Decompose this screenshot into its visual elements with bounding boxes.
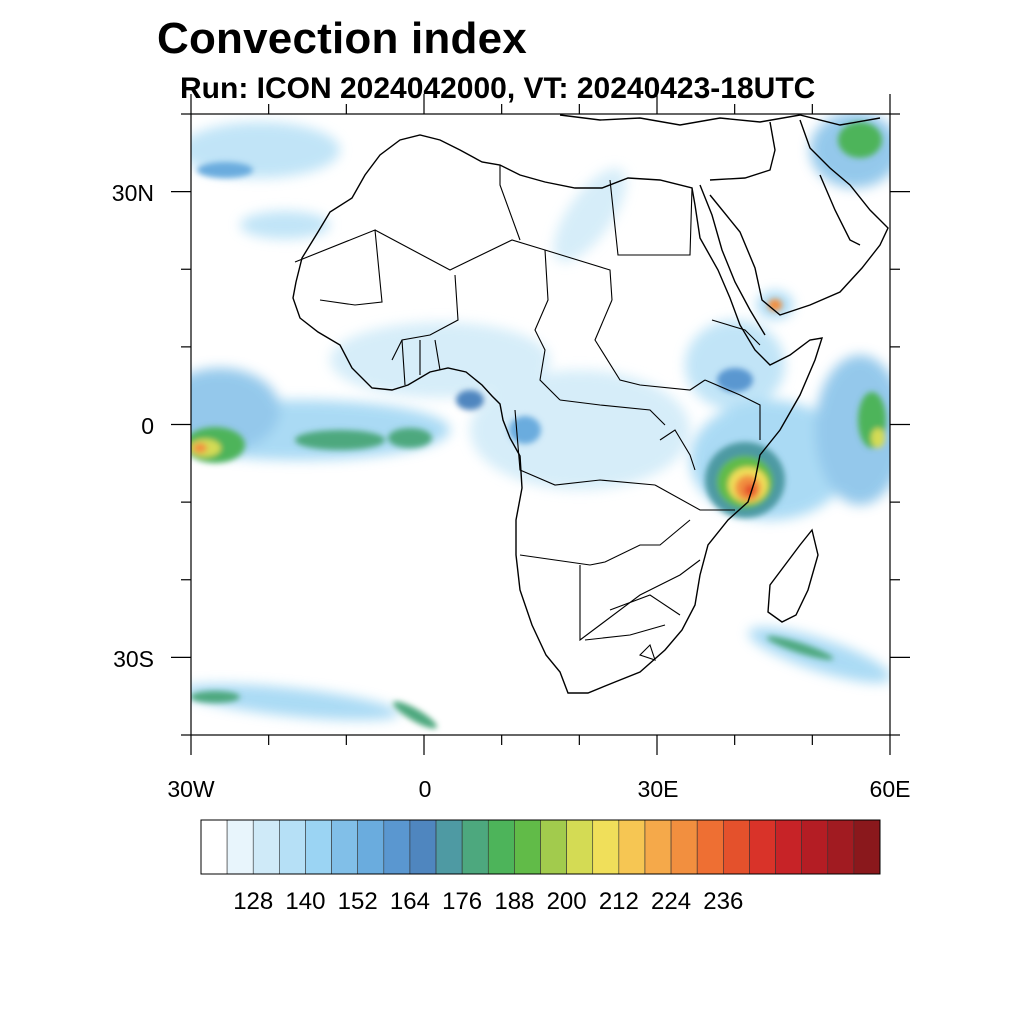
lon-label-30e: 30E: [637, 776, 679, 802]
levant-coast: [709, 121, 776, 181]
mediterranean-north-coast: [559, 114, 881, 126]
field-sw-indian-green: [766, 636, 834, 660]
red-sea-west: [699, 184, 766, 336]
field-atlantic-north: [240, 211, 330, 239]
colorbar-swatch: [409, 819, 437, 875]
colorbar-swatch: [827, 819, 855, 875]
coastlines: [292, 114, 889, 694]
colorbar-swatch: [461, 819, 489, 875]
axis-ticks: [171, 94, 910, 755]
colorbar-swatch: [540, 819, 567, 875]
lon-label-30w: 30W: [167, 776, 215, 802]
colorbar-label: 164: [389, 888, 430, 915]
convection-field: [191, 114, 890, 729]
colorbar-swatch: [435, 819, 463, 875]
lat-label-0: 0: [141, 413, 154, 439]
field-central-africa: [470, 370, 690, 490]
colorbar-swatch: [618, 819, 646, 875]
colorbar-label: 212: [598, 888, 639, 915]
field-sahara-streak: [553, 168, 627, 262]
colorbar-swatch: [592, 819, 620, 875]
colorbar-swatch: [252, 819, 280, 875]
chart-subtitle: Run: ICON 2024042000, VT: 20240423-18UTC: [180, 72, 816, 105]
colorbar-swatch: [226, 819, 254, 875]
field-ethiopia: [685, 320, 785, 410]
field-congo-blue: [509, 416, 541, 444]
field-levant-green: [838, 122, 882, 158]
field-indian-yellow: [871, 428, 885, 448]
colorbar-label: 140: [285, 888, 326, 915]
africa-coastline: [292, 134, 824, 694]
lat-label-30s: 30S: [113, 646, 154, 672]
field-sw-atlantic: [191, 683, 400, 721]
field-ethiopia-blue: [717, 368, 753, 392]
colorbar-swatch: [514, 819, 541, 875]
field-atlantic-core-peak: [193, 443, 207, 453]
colorbar-swatch: [487, 819, 515, 875]
field-west-africa: [330, 322, 550, 398]
colorbar-label: 200: [546, 888, 587, 915]
field-guinea-green: [388, 428, 432, 448]
chart-title: Convection index: [157, 14, 527, 63]
colorbar-swatch: [200, 819, 228, 875]
colorbar-frame: [200, 819, 881, 875]
colorbar-label: 176: [442, 888, 483, 915]
colorbar-swatch: [305, 819, 332, 875]
colorbar-label: 236: [703, 888, 744, 915]
colorbar-swatch: [723, 819, 750, 875]
field-atlantic-green: [295, 430, 385, 450]
field-guinea-blue: [456, 390, 484, 410]
field-arabia-core: [768, 299, 782, 311]
colorbar-swatch: [801, 819, 829, 875]
colorbar-swatch: [383, 819, 411, 875]
colorbar-swatch: [357, 819, 385, 875]
colorbar-swatch: [279, 819, 306, 875]
colorbar-swatch: [331, 819, 358, 875]
lon-label-60e: 60E: [869, 776, 911, 802]
colorbar-label: 224: [651, 888, 692, 915]
field-sw-atlantic-green: [191, 691, 240, 703]
colorbar-swatch: [749, 819, 776, 875]
colorbar-swatch: [670, 819, 698, 875]
gulf-coast: [819, 174, 861, 246]
field-med-blue: [197, 162, 253, 178]
colorbar-swatch: [775, 819, 802, 875]
country-borders: [294, 165, 761, 661]
colorbar-label: 188: [494, 888, 535, 915]
lon-label-0: 0: [418, 776, 432, 802]
colorbar-label: 152: [337, 888, 378, 915]
colorbar-swatch: [566, 819, 594, 875]
colorbar-label: 128: [233, 888, 274, 915]
madagascar-coastline: [767, 528, 819, 623]
colorbar: [200, 819, 881, 875]
arabia-coastline: [709, 119, 889, 316]
lat-label-30n: 30N: [111, 180, 154, 206]
colorbar-swatch: [853, 819, 881, 875]
field-sw-atlantic-green2: [393, 701, 437, 729]
colorbar-swatch: [644, 819, 672, 875]
colorbar-swatch: [696, 819, 724, 875]
